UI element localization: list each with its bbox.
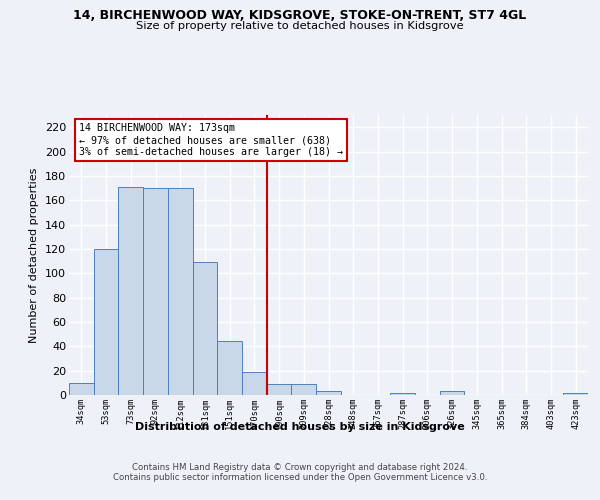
Text: Size of property relative to detached houses in Kidsgrove: Size of property relative to detached ho… <box>136 21 464 31</box>
Bar <box>69 383 94 395</box>
Bar <box>316 392 341 395</box>
Bar <box>563 392 588 395</box>
Bar <box>217 342 242 395</box>
Bar <box>242 372 267 395</box>
Bar <box>94 249 118 395</box>
Text: Contains HM Land Registry data © Crown copyright and database right 2024.
Contai: Contains HM Land Registry data © Crown c… <box>113 462 487 482</box>
Text: 14, BIRCHENWOOD WAY, KIDSGROVE, STOKE-ON-TRENT, ST7 4GL: 14, BIRCHENWOOD WAY, KIDSGROVE, STOKE-ON… <box>73 9 527 22</box>
Bar <box>168 188 193 395</box>
Bar <box>118 187 143 395</box>
Bar <box>440 392 464 395</box>
Bar <box>143 188 168 395</box>
Bar <box>267 384 292 395</box>
Bar <box>193 262 217 395</box>
Text: 14 BIRCHENWOOD WAY: 173sqm
← 97% of detached houses are smaller (638)
3% of semi: 14 BIRCHENWOOD WAY: 173sqm ← 97% of deta… <box>79 124 343 156</box>
Bar <box>390 392 415 395</box>
Bar <box>292 384 316 395</box>
Y-axis label: Number of detached properties: Number of detached properties <box>29 168 40 342</box>
Text: Distribution of detached houses by size in Kidsgrove: Distribution of detached houses by size … <box>135 422 465 432</box>
